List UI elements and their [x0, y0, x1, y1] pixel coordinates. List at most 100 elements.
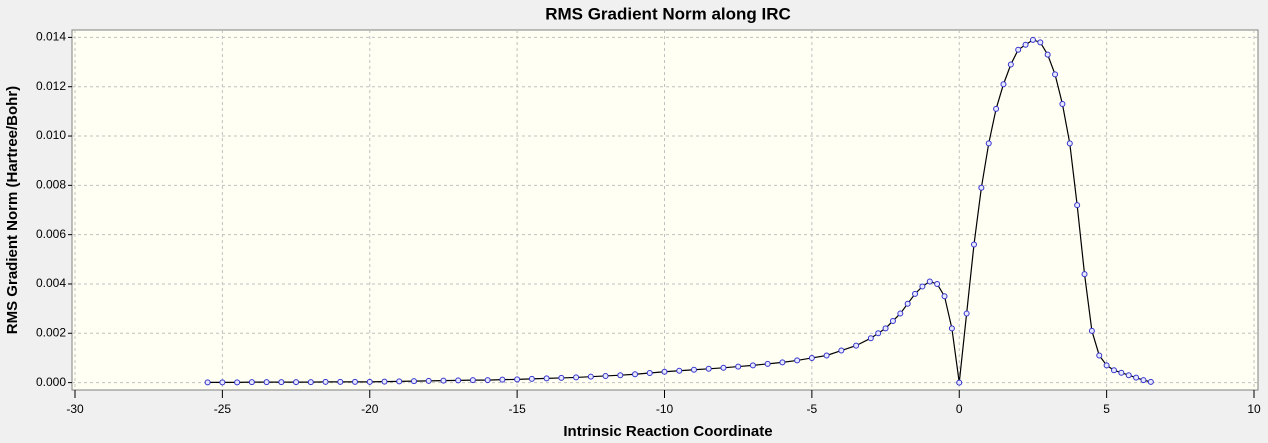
point: [970, 241, 977, 248]
x-tick-label: -10: [656, 402, 674, 416]
point: [808, 354, 815, 361]
point: [779, 359, 786, 366]
point: [889, 317, 896, 324]
point: [543, 375, 550, 382]
x-tick-label: -20: [361, 402, 379, 416]
x-tick-label: -25: [214, 402, 232, 416]
point: [219, 379, 226, 386]
point: [838, 347, 845, 354]
point: [1133, 374, 1140, 381]
point: [1074, 202, 1081, 209]
point: [1110, 367, 1117, 374]
point: [1029, 36, 1036, 43]
x-tick-label: -5: [807, 402, 818, 416]
point: [307, 379, 314, 386]
point: [882, 325, 889, 332]
point: [263, 379, 270, 386]
point: [1000, 81, 1007, 88]
point: [204, 379, 211, 386]
point: [1140, 377, 1147, 384]
point: [440, 377, 447, 384]
point: [690, 366, 697, 373]
point: [926, 278, 933, 285]
point: [956, 379, 963, 386]
point: [1022, 41, 1029, 48]
point: [528, 375, 535, 382]
point: [337, 378, 344, 385]
point: [632, 371, 639, 378]
point: [558, 374, 565, 381]
point: [1044, 51, 1051, 58]
point: [764, 360, 771, 367]
x-tick-label: 5: [1103, 402, 1110, 416]
point: [602, 372, 609, 379]
point: [978, 184, 985, 191]
point: [993, 105, 1000, 112]
point: [499, 376, 506, 383]
point: [381, 378, 388, 385]
point: [904, 300, 911, 307]
x-tick-label: 0: [956, 402, 963, 416]
point: [1059, 100, 1066, 107]
point: [853, 342, 860, 349]
point: [1147, 378, 1154, 385]
point: [484, 377, 491, 384]
point: [469, 377, 476, 384]
point: [646, 369, 653, 376]
point: [1088, 327, 1095, 334]
point: [573, 374, 580, 381]
y-axis-label: RMS Gradient Norm (Hartree/Bohr): [4, 86, 21, 334]
y-tick-label: 0.010: [36, 128, 66, 142]
point: [735, 363, 742, 370]
point: [293, 379, 300, 386]
y-tick-label: 0.012: [36, 79, 66, 93]
y-tick-label: 0.006: [36, 227, 66, 241]
point: [823, 352, 830, 359]
point: [1037, 39, 1044, 46]
point: [366, 378, 373, 385]
x-tick-label: -30: [66, 402, 84, 416]
x-axis-label: Intrinsic Reaction Coordinate: [563, 423, 772, 440]
point: [794, 357, 801, 364]
point: [1015, 46, 1022, 53]
point: [1125, 372, 1132, 379]
point: [1052, 71, 1059, 78]
point: [661, 368, 668, 375]
y-tick-label: 0.004: [36, 276, 66, 290]
point: [278, 379, 285, 386]
point: [705, 365, 712, 372]
point: [1118, 369, 1125, 376]
point: [514, 376, 521, 383]
point: [867, 335, 874, 342]
point: [963, 310, 970, 317]
point: [587, 373, 594, 380]
point: [396, 378, 403, 385]
chart-title: RMS Gradient Norm along IRC: [545, 4, 791, 23]
point: [676, 367, 683, 374]
y-tick-label: 0.014: [36, 30, 66, 44]
point: [912, 290, 919, 297]
point: [1096, 352, 1103, 359]
point: [934, 280, 941, 287]
y-tick-label: 0.008: [36, 178, 66, 192]
point: [948, 325, 955, 332]
point: [234, 379, 241, 386]
point: [941, 293, 948, 300]
y-tick-label: 0.002: [36, 325, 66, 339]
point: [875, 330, 882, 337]
point: [1066, 140, 1073, 147]
point: [897, 310, 904, 317]
point: [1103, 362, 1110, 369]
point: [410, 378, 417, 385]
point: [425, 377, 432, 384]
point: [1081, 271, 1088, 278]
y-tick-label: 0.000: [36, 375, 66, 389]
point: [985, 140, 992, 147]
point: [322, 378, 329, 385]
point: [720, 364, 727, 371]
x-tick-label: 10: [1247, 402, 1261, 416]
point: [1007, 61, 1014, 68]
point: [352, 378, 359, 385]
